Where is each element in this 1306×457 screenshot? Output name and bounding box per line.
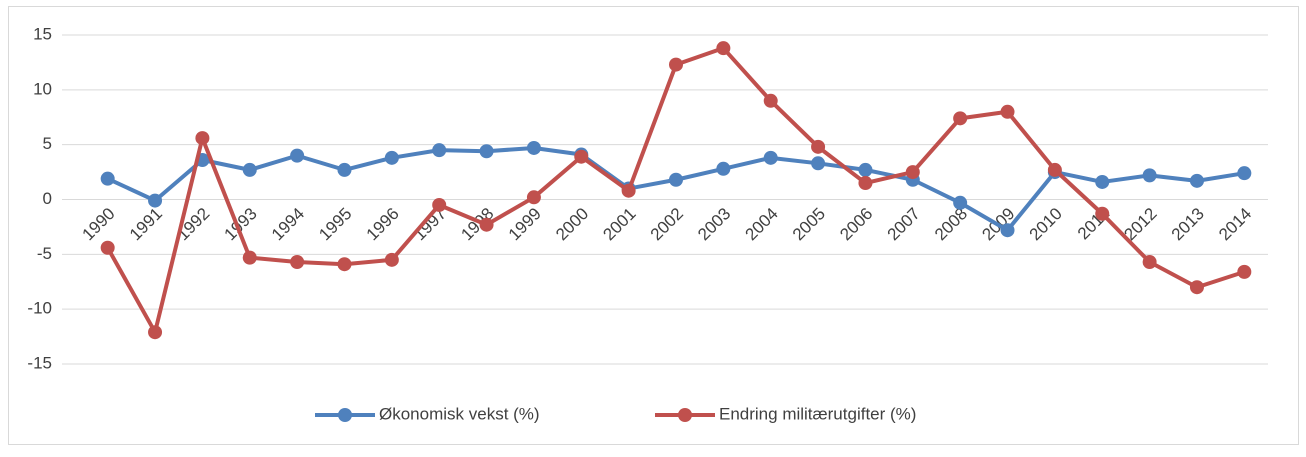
marker <box>384 252 399 267</box>
marker <box>811 139 826 154</box>
marker <box>290 255 305 270</box>
marker <box>290 148 305 163</box>
y-tick-label: 15 <box>33 24 52 43</box>
marker <box>148 325 163 340</box>
legend-marker <box>338 408 352 422</box>
marker <box>1189 173 1204 188</box>
marker <box>1095 206 1110 221</box>
marker <box>858 176 873 191</box>
marker <box>242 250 257 265</box>
legend-label: Endring militærutgifter (%) <box>719 404 916 423</box>
marker <box>195 131 210 146</box>
y-tick-label: -15 <box>27 353 52 372</box>
y-tick-label: 10 <box>33 79 52 98</box>
marker <box>100 240 115 255</box>
legend-marker <box>678 408 692 422</box>
marker <box>337 162 352 177</box>
marker <box>526 190 541 205</box>
y-tick-label: -10 <box>27 299 52 318</box>
marker <box>432 143 447 158</box>
marker <box>1000 104 1015 119</box>
y-tick-label: 5 <box>43 134 52 153</box>
marker <box>242 162 257 177</box>
marker <box>1237 264 1252 279</box>
marker <box>763 150 778 165</box>
marker <box>337 257 352 272</box>
marker <box>1047 162 1062 177</box>
marker <box>526 140 541 155</box>
marker <box>621 183 636 198</box>
marker <box>669 57 683 72</box>
marker <box>574 149 589 164</box>
marker <box>479 144 494 159</box>
marker <box>811 156 826 171</box>
marker <box>432 197 447 212</box>
marker <box>1237 166 1252 181</box>
y-tick-label: -5 <box>37 244 52 263</box>
marker <box>148 193 163 208</box>
marker <box>479 217 494 232</box>
marker <box>763 93 778 108</box>
marker <box>953 111 968 126</box>
marker <box>1142 168 1157 183</box>
marker <box>669 172 683 187</box>
marker <box>1189 280 1204 295</box>
marker <box>905 165 920 180</box>
marker <box>858 162 873 177</box>
marker <box>1000 223 1015 238</box>
marker <box>716 161 731 176</box>
marker <box>953 195 968 210</box>
y-tick-label: 0 <box>43 189 52 208</box>
marker <box>1095 174 1110 189</box>
marker <box>100 171 115 186</box>
marker <box>1142 255 1157 270</box>
legend-label: Økonomisk vekst (%) <box>379 404 540 423</box>
marker <box>716 41 731 56</box>
chart-border <box>8 6 1299 445</box>
marker <box>384 150 399 165</box>
